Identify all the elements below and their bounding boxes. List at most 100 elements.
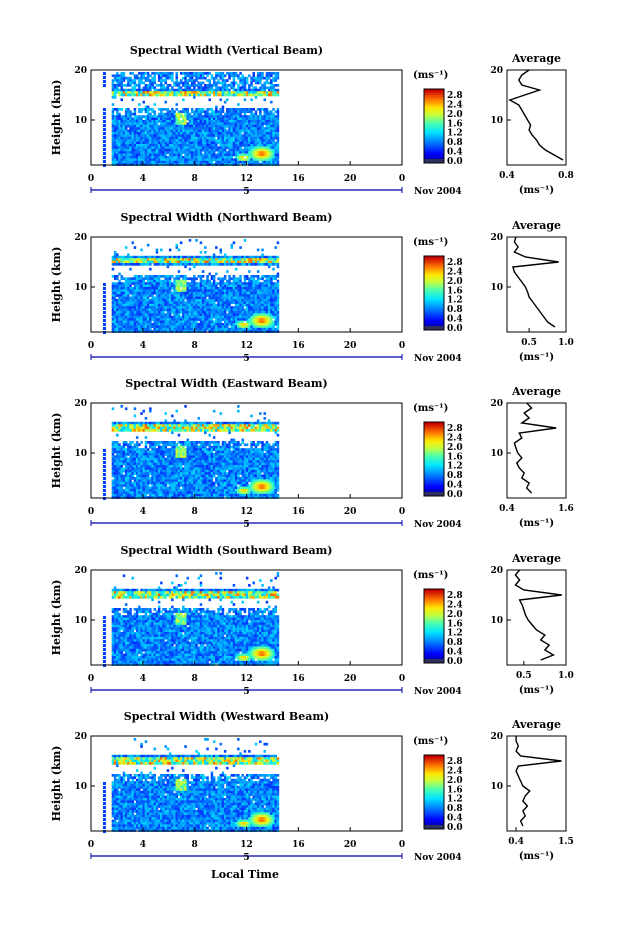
- heatmap: [102, 405, 280, 500]
- colorbar-tick-label: 0.0: [447, 823, 463, 833]
- colorbar-tick-label: 0.0: [447, 490, 463, 500]
- y-axis-label: Height (km): [50, 80, 63, 156]
- average-x-tick-label: 0.4: [499, 171, 515, 181]
- y-tick-label: 20: [74, 566, 87, 576]
- average-x-tick-label: 1.6: [558, 504, 574, 514]
- x-tick-label: 8: [192, 840, 198, 850]
- colorbar: 2.82.42.01.61.20.80.40.0: [423, 754, 463, 833]
- average-y-tick-label: 20: [490, 732, 503, 742]
- average-y-tick-label: 20: [490, 566, 503, 576]
- x-tick-label: 20: [344, 507, 357, 517]
- day-marker-label: 5: [243, 187, 249, 197]
- average-line: [511, 236, 559, 328]
- colorbar-low-swatch: [424, 159, 444, 163]
- y-tick-label: 20: [74, 66, 87, 76]
- date-label: Nov 2004: [414, 520, 462, 530]
- colorbar-tick-label: 2.8: [447, 424, 463, 434]
- colorbar-tick-label: 2.0: [447, 110, 463, 120]
- date-label: Nov 2004: [414, 187, 462, 197]
- panel-title: Spectral Width (Eastward Beam): [125, 377, 327, 390]
- colorbar-tick-label: 1.2: [447, 462, 463, 472]
- colorbar-tick-label: 1.6: [447, 452, 463, 462]
- average-line: [508, 69, 564, 161]
- colorbar-units: (ms⁻¹): [413, 237, 448, 248]
- average-y-tick-label: 10: [490, 616, 503, 626]
- heatmap: [102, 239, 280, 334]
- x-tick-label: 20: [344, 674, 357, 684]
- x-axis-label: Local Time: [211, 868, 279, 881]
- x-tick-label: 0: [399, 174, 405, 184]
- average-y-tick-label: 10: [490, 782, 503, 792]
- average-profile: Average 20 10 0.5 1.0 (ms⁻¹): [490, 552, 573, 696]
- panel-title: Spectral Width (Southward Beam): [120, 544, 332, 557]
- average-x-label: (ms⁻¹): [519, 518, 554, 529]
- colorbar-tick-label: 2.0: [447, 443, 463, 453]
- heatmap: [102, 738, 280, 833]
- panel-title: Spectral Width (Westward Beam): [124, 710, 329, 723]
- x-tick-label: 16: [292, 840, 305, 850]
- colorbar: 2.82.42.01.61.20.80.40.0: [423, 88, 463, 167]
- y-tick-label: 10: [74, 616, 87, 626]
- x-tick-label: 8: [192, 674, 198, 684]
- date-label: Nov 2004: [414, 687, 462, 697]
- average-title: Average: [511, 718, 561, 731]
- x-tick-label: 4: [140, 840, 146, 850]
- colorbar-units: (ms⁻¹): [413, 70, 448, 81]
- colorbar-tick-label: 0.0: [447, 324, 463, 334]
- y-axis-label: Height (km): [50, 746, 63, 822]
- colorbar-frame: [423, 754, 445, 830]
- day-marker-label: 5: [243, 354, 249, 364]
- x-tick-label: 20: [344, 174, 357, 184]
- average-frame: [506, 69, 567, 166]
- x-tick-label: 12: [240, 507, 253, 517]
- colorbar-tick-label: 0.8: [447, 305, 463, 315]
- x-tick-label: 20: [344, 341, 357, 351]
- colorbar-low-swatch: [424, 326, 444, 330]
- x-tick-label: 16: [292, 341, 305, 351]
- y-tick-label: 10: [74, 449, 87, 459]
- x-tick-label: 0: [88, 174, 94, 184]
- colorbar-tick-label: 0.4: [447, 648, 463, 658]
- panel-title: Spectral Width (Vertical Beam): [130, 44, 323, 57]
- colorbar-tick-label: 2.0: [447, 277, 463, 287]
- average-frame: [506, 569, 567, 666]
- colorbar-tick-label: 0.0: [447, 157, 463, 167]
- x-tick-label: 12: [240, 174, 253, 184]
- average-x-tick-label: 0.5: [516, 671, 532, 681]
- average-x-label: (ms⁻¹): [519, 185, 554, 196]
- colorbar-tick-label: 2.0: [447, 776, 463, 786]
- average-line: [514, 569, 562, 661]
- x-tick-label: 0: [88, 674, 94, 684]
- panel-title: Spectral Width (Northward Beam): [121, 211, 333, 224]
- colorbar-tick-label: 1.6: [447, 619, 463, 629]
- x-tick-label: 4: [140, 341, 146, 351]
- colorbar-tick-label: 0.8: [447, 471, 463, 481]
- average-title: Average: [511, 219, 561, 232]
- x-tick-label: 12: [240, 674, 253, 684]
- average-title: Average: [511, 552, 561, 565]
- colorbar-tick-label: 1.6: [447, 119, 463, 129]
- day-marker-label: 5: [243, 687, 249, 697]
- heatmap: [102, 72, 280, 167]
- colorbar-frame: [423, 421, 445, 497]
- average-x-label: (ms⁻¹): [519, 851, 554, 862]
- average-y-tick-label: 10: [490, 449, 503, 459]
- x-tick-label: 4: [140, 174, 146, 184]
- average-profile: Average 20 10 0.4 0.8 (ms⁻¹): [490, 52, 573, 196]
- colorbar-tick-label: 2.8: [447, 757, 463, 767]
- x-tick-label: 12: [240, 341, 253, 351]
- average-line: [513, 402, 557, 494]
- average-frame: [506, 236, 567, 333]
- colorbar-tick-label: 2.8: [447, 258, 463, 268]
- average-x-tick-label: 0.8: [558, 171, 574, 181]
- x-tick-label: 0: [399, 507, 405, 517]
- x-tick-label: 12: [240, 840, 253, 850]
- colorbar-tick-label: 0.0: [447, 657, 463, 667]
- average-y-tick-label: 20: [490, 66, 503, 76]
- y-axis-label: Height (km): [50, 247, 63, 323]
- colorbar-tick-label: 0.8: [447, 638, 463, 648]
- date-label: Nov 2004: [414, 853, 462, 863]
- colorbar-tick-label: 2.4: [447, 600, 463, 610]
- colorbar: 2.82.42.01.61.20.80.40.0: [423, 588, 463, 667]
- date-label: Nov 2004: [414, 354, 462, 364]
